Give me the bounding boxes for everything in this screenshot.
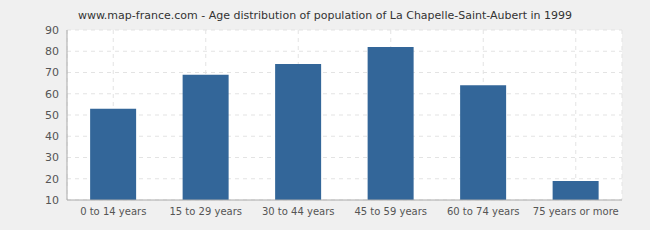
svg-text:70: 70	[45, 66, 59, 79]
svg-text:0 to 14 years: 0 to 14 years	[80, 206, 146, 217]
svg-text:45 to 59 years: 45 to 59 years	[354, 206, 427, 217]
svg-text:50: 50	[45, 109, 59, 122]
svg-text:20: 20	[45, 173, 59, 186]
svg-text:80: 80	[45, 45, 59, 58]
svg-text:40: 40	[45, 130, 59, 143]
html-text:www.map-france.com - Age distr: www.map-france.com - Age distribution of…	[77, 9, 573, 22]
svg-text:60 to 74 years: 60 to 74 years	[447, 206, 520, 217]
svg-text:30 to 44 years: 30 to 44 years	[262, 206, 335, 217]
svg-text:75 years or more: 75 years or more	[533, 206, 619, 217]
svg-text:60: 60	[45, 88, 59, 101]
svg-text:90: 90	[45, 24, 59, 37]
svg-text:10: 10	[45, 194, 59, 207]
svg-text:30: 30	[45, 151, 59, 164]
svg-text:15 to 29 years: 15 to 29 years	[169, 206, 242, 217]
